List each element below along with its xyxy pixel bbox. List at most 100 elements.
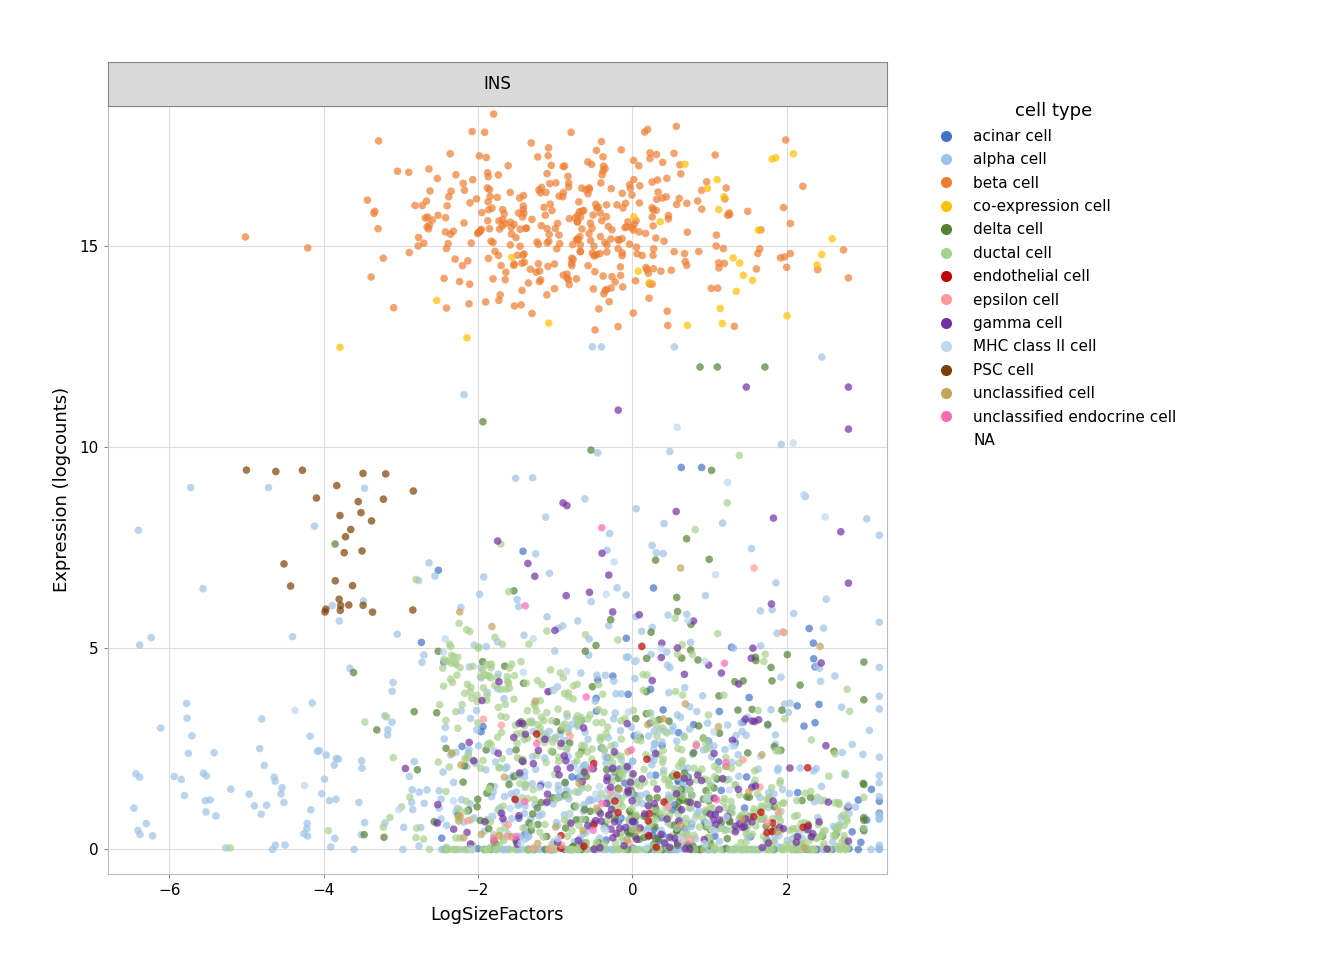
epsilon cell bbox=[750, 780, 771, 795]
beta cell bbox=[476, 150, 497, 165]
acinar cell bbox=[602, 668, 624, 684]
ductal cell bbox=[710, 821, 731, 836]
gamma cell bbox=[484, 833, 505, 849]
beta cell bbox=[495, 272, 516, 287]
acinar cell bbox=[468, 841, 489, 856]
beta cell bbox=[482, 107, 504, 122]
ductal cell bbox=[810, 793, 832, 808]
alpha cell bbox=[829, 817, 851, 832]
beta cell bbox=[435, 241, 457, 256]
delta cell bbox=[499, 777, 520, 792]
beta cell bbox=[480, 189, 501, 204]
ductal cell bbox=[698, 791, 719, 806]
ductal cell bbox=[534, 713, 555, 729]
alpha cell bbox=[297, 816, 319, 831]
alpha cell bbox=[672, 778, 694, 793]
ductal cell bbox=[614, 842, 636, 857]
alpha cell bbox=[868, 841, 890, 856]
beta cell bbox=[509, 222, 531, 237]
delta cell bbox=[770, 742, 792, 757]
gamma cell bbox=[667, 640, 688, 656]
ductal cell bbox=[583, 816, 605, 831]
alpha cell bbox=[489, 800, 511, 815]
ductal cell bbox=[653, 752, 675, 767]
alpha cell bbox=[810, 349, 832, 365]
beta cell bbox=[773, 200, 794, 215]
alpha cell bbox=[620, 816, 641, 831]
alpha cell bbox=[691, 842, 712, 857]
delta cell bbox=[542, 790, 563, 805]
beta cell bbox=[501, 227, 523, 242]
alpha cell bbox=[460, 796, 481, 811]
beta cell bbox=[460, 195, 481, 210]
ductal cell bbox=[544, 767, 566, 782]
beta cell bbox=[513, 254, 535, 270]
gamma cell bbox=[595, 773, 617, 788]
beta cell bbox=[495, 216, 516, 231]
delta cell bbox=[708, 726, 730, 741]
endothelial cell bbox=[757, 825, 778, 840]
beta cell bbox=[504, 299, 526, 314]
unclassified cell bbox=[626, 823, 648, 838]
co-expression cell bbox=[538, 316, 559, 331]
delta cell bbox=[703, 780, 724, 796]
gamma cell bbox=[704, 817, 726, 832]
acinar cell bbox=[668, 773, 689, 788]
beta cell bbox=[477, 194, 499, 209]
delta cell bbox=[540, 842, 562, 857]
gamma cell bbox=[579, 585, 601, 600]
beta cell bbox=[578, 181, 599, 197]
ductal cell bbox=[496, 682, 517, 697]
acinar cell bbox=[720, 639, 742, 655]
ductal cell bbox=[747, 703, 769, 718]
ductal cell bbox=[492, 799, 513, 814]
ductal cell bbox=[825, 828, 847, 844]
alpha cell bbox=[460, 710, 481, 726]
alpha cell bbox=[784, 606, 805, 621]
ductal cell bbox=[441, 647, 462, 662]
alpha cell bbox=[571, 780, 593, 796]
ductal cell bbox=[774, 711, 796, 727]
acinar cell bbox=[597, 750, 618, 765]
alpha cell bbox=[578, 793, 599, 808]
delta cell bbox=[657, 842, 679, 857]
ductal cell bbox=[737, 818, 758, 833]
beta cell bbox=[535, 207, 556, 223]
ductal cell bbox=[698, 787, 719, 803]
ductal cell bbox=[534, 734, 555, 750]
PSC cell bbox=[273, 556, 294, 571]
alpha cell bbox=[868, 528, 890, 543]
ductal cell bbox=[695, 736, 716, 752]
unclassified endocrine cell bbox=[591, 796, 613, 811]
alpha cell bbox=[722, 755, 743, 770]
alpha cell bbox=[531, 776, 552, 791]
MHC class II cell bbox=[442, 793, 464, 808]
alpha cell bbox=[758, 842, 780, 857]
ductal cell bbox=[655, 772, 676, 787]
ductal cell bbox=[468, 640, 489, 656]
ductal cell bbox=[833, 831, 855, 847]
endothelial cell bbox=[573, 838, 594, 853]
alpha cell bbox=[681, 819, 703, 834]
delta cell bbox=[466, 792, 488, 807]
gamma cell bbox=[741, 780, 762, 795]
delta cell bbox=[737, 789, 758, 804]
delta cell bbox=[636, 706, 657, 721]
ductal cell bbox=[516, 842, 538, 857]
beta cell bbox=[552, 268, 574, 283]
ductal cell bbox=[591, 715, 613, 731]
acinar cell bbox=[586, 690, 607, 706]
alpha cell bbox=[831, 700, 852, 715]
ductal cell bbox=[460, 680, 481, 695]
acinar cell bbox=[652, 702, 673, 717]
beta cell bbox=[675, 254, 696, 270]
alpha cell bbox=[673, 680, 695, 695]
delta cell bbox=[677, 837, 699, 852]
ductal cell bbox=[587, 702, 609, 717]
alpha cell bbox=[481, 789, 503, 804]
ductal cell bbox=[590, 786, 612, 802]
ductal cell bbox=[800, 783, 821, 799]
beta cell bbox=[653, 233, 675, 249]
beta cell bbox=[792, 179, 813, 194]
ductal cell bbox=[681, 788, 703, 804]
